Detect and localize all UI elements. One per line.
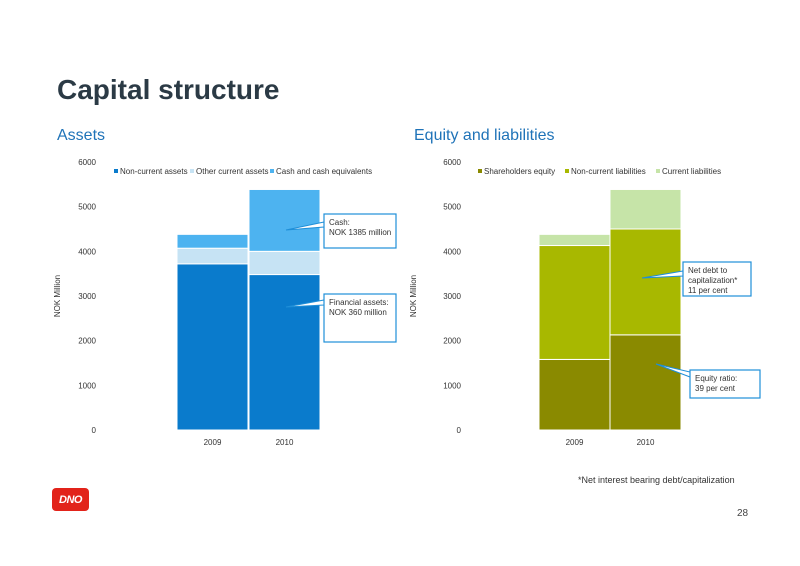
equity-legend-label: Current liabilities bbox=[662, 167, 721, 176]
assets-legend-label: Non-current assets bbox=[120, 167, 188, 176]
assets-category-label: 2009 bbox=[204, 438, 222, 447]
assets-ytick-label: 4000 bbox=[78, 247, 96, 256]
assets-bar-2009-series-0 bbox=[176, 263, 249, 431]
dno-logo: DNO bbox=[52, 488, 89, 511]
assets-bar-2010-series-1 bbox=[248, 250, 321, 276]
equity-category-label: 2010 bbox=[637, 438, 655, 447]
equity-ylabel: NOK Million bbox=[409, 275, 418, 317]
equity-ytick-label: 3000 bbox=[443, 292, 461, 301]
assets-callout-text: NOK 360 million bbox=[329, 308, 387, 317]
equity-ytick-label: 2000 bbox=[443, 337, 461, 346]
equity-liabilities-subtitle: Equity and liabilities bbox=[414, 127, 555, 144]
assets-ylabel: NOK Million bbox=[53, 275, 62, 317]
assets-legend-label: Cash and cash equivalents bbox=[276, 167, 372, 176]
equity-ytick-label: 4000 bbox=[443, 247, 461, 256]
logo-text: DNO bbox=[59, 493, 82, 506]
equity-bar-2010-series-2 bbox=[609, 188, 682, 230]
equity-bar-2010-series-1 bbox=[609, 228, 682, 336]
equity-ytick-label: 5000 bbox=[443, 203, 461, 212]
assets-category-label: 2010 bbox=[276, 438, 294, 447]
assets-bar-2010-series-0 bbox=[248, 274, 321, 431]
assets-legend-swatch bbox=[114, 169, 118, 173]
assets-ytick-label: 6000 bbox=[78, 158, 96, 167]
assets-ytick-label: 2000 bbox=[78, 337, 96, 346]
equity-legend-label: Shareholders equity bbox=[484, 167, 555, 176]
assets-bar-2009-series-1 bbox=[176, 247, 249, 265]
assets-legend-swatch bbox=[270, 169, 274, 173]
assets-callout-text: Cash: bbox=[329, 218, 350, 227]
equity-legend-swatch bbox=[656, 169, 660, 173]
equity-legend-label: Non-current liabilities bbox=[571, 167, 646, 176]
assets-callout-text: NOK 1385 million bbox=[329, 228, 391, 237]
assets-subtitle: Assets bbox=[57, 127, 106, 144]
assets-legend-swatch bbox=[190, 169, 194, 173]
equity-callout-text: capitalization* bbox=[688, 276, 737, 285]
page-title: Capital structure bbox=[57, 74, 280, 105]
equity-callout-text: 39 per cent bbox=[695, 384, 736, 393]
equity-ytick-label: 0 bbox=[457, 426, 462, 435]
equity-category-label: 2009 bbox=[566, 438, 584, 447]
page-number: 28 bbox=[737, 508, 749, 519]
assets-ytick-label: 5000 bbox=[78, 203, 96, 212]
assets-bar-2009-series-2 bbox=[176, 233, 249, 249]
equity-bar-2010-series-0 bbox=[609, 334, 682, 431]
equity-callout-text: 11 per cent bbox=[688, 286, 728, 295]
assets-ytick-label: 1000 bbox=[78, 381, 96, 390]
equity-bar-2009-series-2 bbox=[538, 233, 611, 247]
equity-callout-box bbox=[682, 261, 752, 297]
assets-callout-text: Financial assets: bbox=[329, 298, 389, 307]
equity-legend-swatch bbox=[565, 169, 569, 173]
equity-bar-2009-series-1 bbox=[538, 245, 611, 360]
equity-callout-box bbox=[689, 369, 761, 399]
equity-ytick-label: 1000 bbox=[443, 381, 461, 390]
equity-callout-text: Net debt to bbox=[688, 266, 728, 275]
footnote: *Net interest bearing debt/capitalizatio… bbox=[578, 475, 735, 485]
assets-ytick-label: 3000 bbox=[78, 292, 96, 301]
assets-callout-box bbox=[323, 293, 397, 343]
equity-bar-2009-series-0 bbox=[538, 358, 611, 431]
assets-bar-2010-series-2 bbox=[248, 188, 321, 252]
equity-legend-swatch bbox=[478, 169, 482, 173]
assets-ytick-label: 0 bbox=[92, 426, 97, 435]
equity-callout-text: Equity ratio: bbox=[695, 374, 737, 383]
equity-ytick-label: 6000 bbox=[443, 158, 461, 167]
assets-legend-label: Other current assets bbox=[196, 167, 268, 176]
assets-callout-box bbox=[323, 213, 397, 249]
